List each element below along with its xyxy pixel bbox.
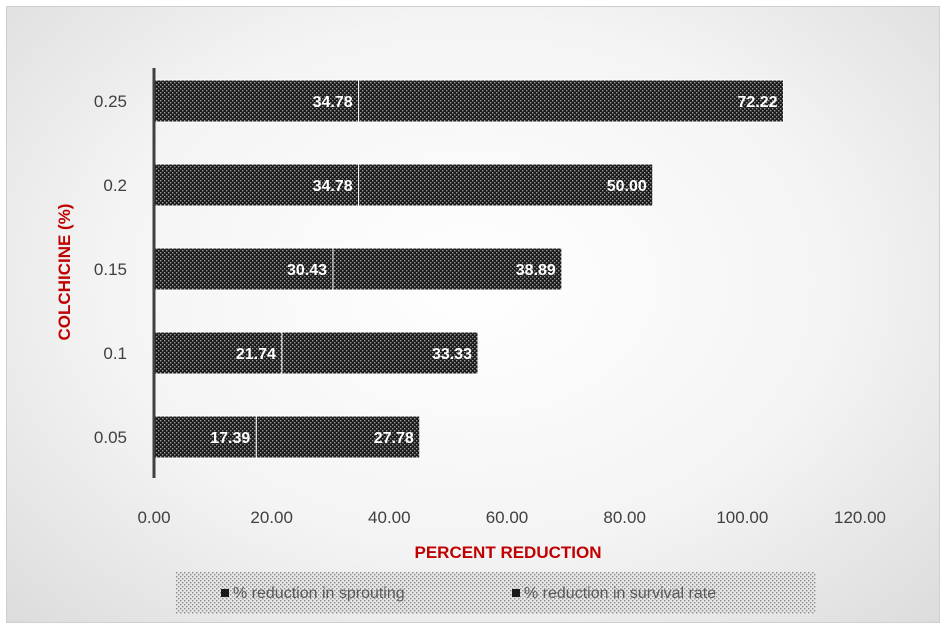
legend-swatch-survival (512, 589, 520, 597)
y-tick-label-0.25: 0.25 (94, 92, 127, 111)
legend-box (176, 572, 816, 614)
y-axis-title: COLCHICINE (%) (55, 204, 74, 341)
bar-series1-0.1 (153, 331, 283, 375)
data-label-series2-0.1: 33.33 (432, 346, 472, 363)
x-tick-label-0: 0.00 (137, 508, 170, 527)
data-label-series1-0.15: 30.43 (287, 262, 327, 279)
bar-series1-0.15 (153, 247, 334, 291)
data-label-series2-0.05: 27.78 (374, 430, 414, 447)
bar-series1-0.05 (153, 415, 257, 459)
data-label-series2-0.2: 50.00 (607, 178, 647, 195)
data-label-series1-0.2: 34.78 (313, 178, 353, 195)
x-tick-label-1: 20.00 (250, 508, 293, 527)
bar-series1-0.25 (153, 79, 360, 123)
legend-swatch-sprouting (221, 589, 229, 597)
legend: % reduction in sprouting % reduction in … (176, 572, 816, 614)
y-tick-label-0.1: 0.1 (103, 344, 127, 363)
data-label-series2-0.15: 38.89 (516, 262, 556, 279)
y-tick-label-0.05: 0.05 (94, 428, 127, 447)
x-tick-label-6: 120.00 (834, 508, 886, 527)
bar-series2-0.25 (358, 79, 785, 123)
x-tick-label-2: 40.00 (368, 508, 411, 527)
bar-series2-0.05 (255, 415, 421, 459)
bar-series2-0.15 (332, 247, 563, 291)
data-label-series1-0.1: 21.74 (236, 346, 276, 363)
x-axis-title: PERCENT REDUCTION (414, 543, 601, 562)
data-label-series1-0.25: 34.78 (313, 94, 353, 111)
legend-label-sprouting: % reduction in sprouting (233, 585, 405, 602)
x-tick-label-5: 100.00 (716, 508, 768, 527)
x-tick-label-3: 60.00 (486, 508, 529, 527)
x-tick-label-4: 80.00 (603, 508, 646, 527)
data-label-series2-0.25: 72.22 (737, 94, 777, 111)
data-label-series1-0.05: 17.39 (210, 430, 250, 447)
legend-label-survival: % reduction in survival rate (524, 585, 716, 602)
bar-series2-0.1 (281, 331, 479, 375)
y-tick-label-0.15: 0.15 (94, 260, 127, 279)
bar-series2-0.2 (358, 163, 654, 207)
y-tick-label-0.2: 0.2 (103, 176, 127, 195)
